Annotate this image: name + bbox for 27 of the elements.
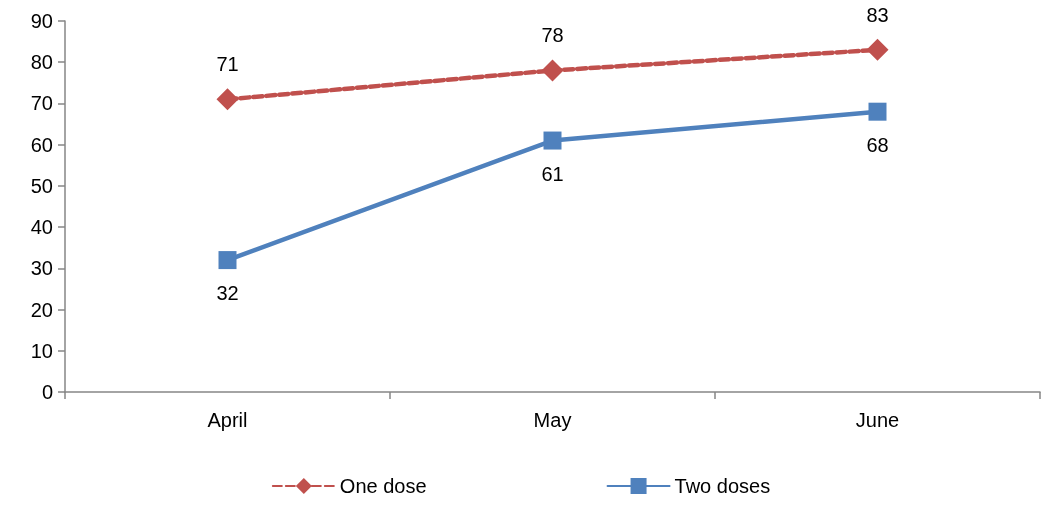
- data-label: 71: [216, 53, 239, 76]
- point: [866, 38, 889, 61]
- point: [541, 59, 564, 82]
- y-tick-label: 40: [30, 216, 53, 239]
- y-tick-label: 80: [30, 51, 53, 74]
- data-label: 83: [866, 3, 889, 26]
- y-tick-label: 70: [30, 92, 53, 115]
- point: [216, 88, 239, 111]
- data-label: 32: [216, 282, 239, 305]
- y-tick-label: 60: [30, 133, 53, 156]
- y-tick-label: 30: [30, 257, 53, 280]
- point: [868, 102, 887, 121]
- y-tick-label: 90: [30, 10, 53, 32]
- y-tick-label: 20: [30, 298, 53, 321]
- point: [218, 251, 237, 270]
- data-label: 68: [866, 133, 889, 156]
- x-tick-label: May: [533, 409, 572, 431]
- y-tick-label: 10: [30, 339, 53, 362]
- legend-label: Two doses: [674, 475, 771, 497]
- x-tick-label: June: [855, 409, 900, 431]
- y-tick-label: 0: [41, 381, 53, 403]
- data-label: 78: [541, 24, 564, 47]
- point: [543, 131, 562, 150]
- y-tick-label: 50: [30, 174, 53, 197]
- legend-label: One dose: [339, 475, 427, 497]
- data-label: 61: [541, 162, 564, 185]
- x-tick-label: April: [207, 409, 248, 431]
